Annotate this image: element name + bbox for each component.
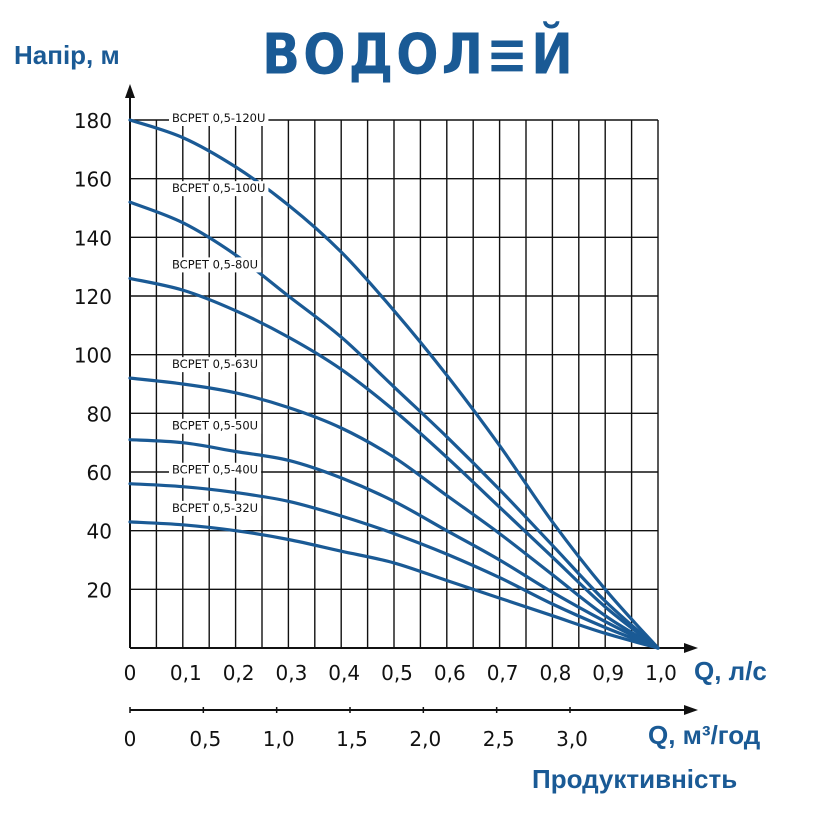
y-axis-title: Напір, м (14, 40, 120, 70)
y-tick-label: 140 (74, 226, 112, 250)
secondary-x-tick-label: 2,5 (483, 727, 515, 751)
secondary-x-tick-label: 2,0 (409, 727, 441, 751)
y-tick-label: 160 (74, 168, 112, 192)
series-line (128, 118, 660, 650)
series-label-background (169, 257, 262, 273)
x-tick-label: 0,4 (328, 661, 360, 685)
y-tick-label: 100 (74, 344, 112, 368)
x-axis-arrow (684, 643, 698, 653)
y-tick-label: 80 (87, 402, 112, 426)
x-tick-label: 0,3 (275, 661, 307, 685)
secondary-x-tick-label: 3,0 (556, 727, 588, 751)
series-line (128, 200, 660, 650)
brand-logo: ВОДОЛ≡Й (262, 22, 576, 87)
curves (128, 118, 660, 650)
x-tick-label: 0,5 (381, 661, 413, 685)
y-tick-label: 60 (87, 461, 112, 485)
series-label: BCPET 0,5-100U (172, 181, 265, 195)
y-tick-label: 20 (87, 578, 112, 602)
secondary-x-tick-label: 0 (124, 727, 137, 751)
x-tick-label: 0,6 (434, 661, 466, 685)
series-label-background (169, 500, 262, 516)
series-label-background (169, 357, 262, 373)
series-label-background (169, 111, 269, 126)
series-line (128, 520, 660, 650)
x-axis-title-primary: Q, л/с (694, 656, 767, 686)
y-tick-label: 180 (74, 109, 112, 133)
y-tick-label: 120 (74, 285, 112, 309)
series-label-background (169, 462, 262, 478)
series-line (128, 438, 660, 650)
x-tick-label: 0,9 (592, 661, 624, 685)
x-tick-label: 0,1 (170, 661, 202, 685)
y-axis-arrow (125, 84, 135, 98)
series-line (128, 376, 660, 650)
secondary-x-axis-arrow (684, 705, 698, 715)
series-label-background (169, 181, 269, 197)
series-label: BCPET 0,5-80U (172, 257, 258, 271)
secondary-x-tick-label: 0,5 (189, 727, 221, 751)
series-line (128, 276, 660, 650)
series-label-background (169, 418, 262, 434)
x-tick-label: 0,8 (539, 661, 571, 685)
x-axis-title-secondary: Q, м³/год (648, 720, 761, 750)
grid (130, 119, 659, 648)
axes (125, 84, 698, 715)
series-label: BCPET 0,5-63U (172, 357, 258, 371)
x-tick-label: 0,2 (223, 661, 255, 685)
x-tick-label: 1,0 (645, 661, 677, 685)
secondary-x-tick-label: 1,5 (336, 727, 368, 751)
series-line (128, 482, 660, 650)
series-label: BCPET 0,5-50U (172, 419, 258, 433)
series-label: BCPET 0,5-32U (172, 501, 258, 515)
x-tick-label: 0 (124, 661, 137, 685)
y-tick-label: 40 (87, 520, 112, 544)
chart-subtitle: Продуктивність (532, 764, 738, 794)
tick-labels: 20 40 60 80 100 120 140 160 180 0 0,1 0,2 0,3 0,4 0,5 0… (74, 109, 677, 751)
series-labels: BCPET 0,5-120U BCPET 0,5-100U BCPET 0,5-80… (169, 111, 269, 516)
series-label: BCPET 0,5-40U (172, 463, 258, 477)
secondary-x-tick-label: 1,0 (263, 727, 295, 751)
x-tick-label: 0,7 (487, 661, 519, 685)
series-label: BCPET 0,5-120U (172, 111, 265, 125)
